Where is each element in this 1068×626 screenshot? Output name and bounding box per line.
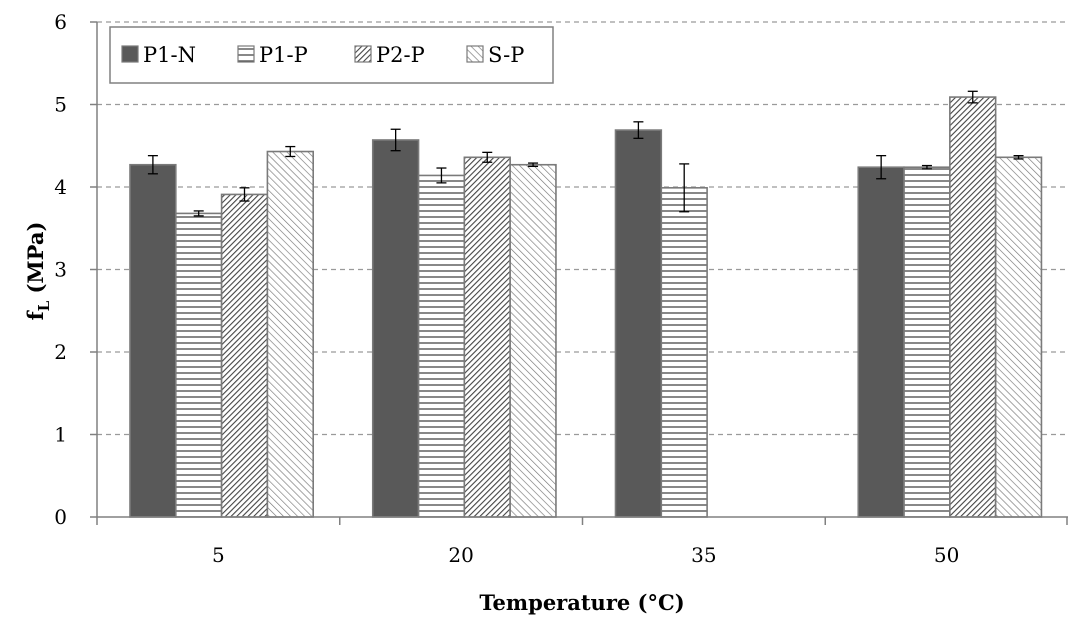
x-tick-label: 35 <box>691 543 716 567</box>
legend-label-P1-N: P1-N <box>143 43 196 67</box>
x-tick-label: 50 <box>934 543 959 567</box>
bar-P1-P-50 <box>903 166 951 518</box>
y-tick-label: 1 <box>54 423 67 447</box>
legend-label-P2-P: P2-P <box>376 43 425 67</box>
y-tick-label: 5 <box>54 93 67 117</box>
x-axis-title: Temperature (°C) <box>479 590 684 615</box>
legend-swatch-P1-N <box>121 45 139 63</box>
bar-P1-N-5 <box>129 163 177 518</box>
bar-S-P-50 <box>994 156 1043 518</box>
y-axis-title-unit: (MPa) <box>23 222 48 301</box>
bar-P1-N-35 <box>614 129 663 518</box>
bar-P1-N-50 <box>857 166 905 518</box>
legend-swatch-S-P <box>466 45 484 63</box>
legend-label-S-P: S-P <box>488 43 524 67</box>
axes <box>90 21 1068 525</box>
bar-S-P-5 <box>266 150 314 518</box>
bar-P1-N-20 <box>371 139 420 518</box>
y-axis-title-subscript: L <box>35 300 53 311</box>
bar-P2-P-20 <box>463 156 511 518</box>
y-tick-label: 0 <box>54 505 67 529</box>
x-tick-label: 5 <box>212 543 225 567</box>
svg-text:fL (MPa): fL (MPa) <box>23 222 53 321</box>
bar-P2-P-5 <box>220 193 269 518</box>
bars <box>129 96 1043 518</box>
legend-items: P1-N P1-P P2-P S-P <box>121 43 524 67</box>
y-axis-title-main: f <box>23 309 48 320</box>
legend-swatch-P1-P <box>237 45 255 63</box>
bar-P1-P-35 <box>660 187 708 518</box>
bar-P2-P-50 <box>949 96 997 518</box>
y-tick-label: 4 <box>54 175 67 199</box>
tick-labels: 0 1 2 3 4 5 6 5 20 35 50 <box>54 10 959 567</box>
error-bars <box>147 90 1024 217</box>
y-tick-label: 3 <box>54 258 67 282</box>
legend-label-P1-P: P1-P <box>259 43 308 67</box>
bar-P1-P-20 <box>417 174 466 518</box>
bar-S-P-20 <box>509 163 557 518</box>
y-axis-title: fL (MPa) <box>23 222 53 321</box>
x-tick-label: 20 <box>448 543 473 567</box>
bar-P1-P-5 <box>175 212 223 518</box>
y-tick-label: 6 <box>54 10 67 34</box>
y-tick-label: 2 <box>54 340 67 364</box>
legend-swatch-P2-P <box>354 45 372 63</box>
legend: P1-N P1-P P2-P S-P <box>109 26 554 84</box>
